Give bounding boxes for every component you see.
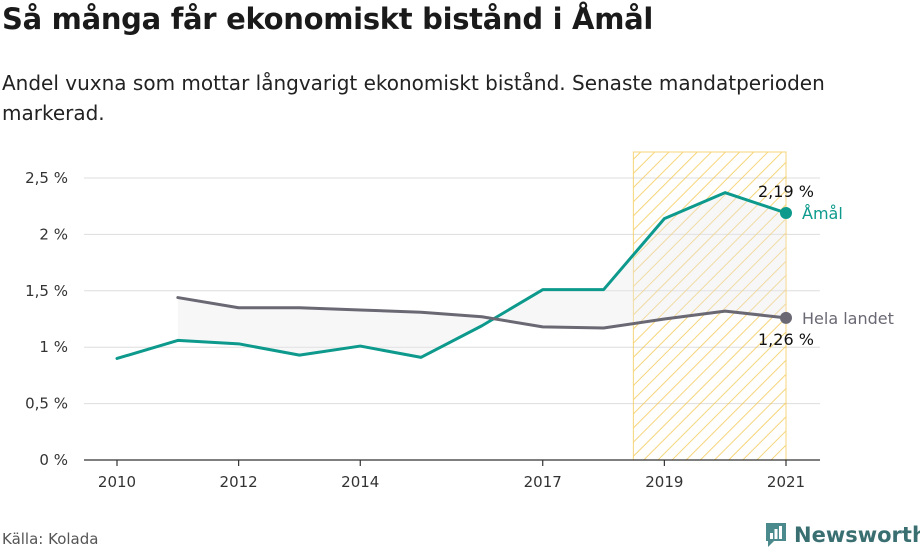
source-note: Källa: Kolada [2,530,99,548]
brand-name: Newsworthy [794,523,920,547]
y-tick-label: 0 % [39,451,68,469]
x-tick-label: 2012 [220,473,258,491]
series-name-national: Hela landet [802,309,894,328]
x-tick-label: 2021 [767,473,805,491]
y-tick-label: 1 % [39,338,68,356]
y-tick-label: 2,5 % [25,169,68,187]
endpoint-national [780,311,792,324]
chart-icon [766,523,786,547]
series-line-amal [115,191,788,360]
difference-area [177,192,786,358]
chart-title: Så många får ekonomiskt bistånd i Åmål [2,2,654,36]
data-label-amal: 2,19 % [758,182,814,201]
x-tick-label: 2019 [645,473,683,491]
axes: 0 % 0,5 % 1 % 1,5 % 2 % 2,5 % 2010 2012 2014 2017… [25,169,820,491]
brand-logo: Newsworthy [764,519,920,551]
series-line-national [176,296,788,330]
x-tick-label: 2010 [98,473,136,491]
data-label-national: 1,26 % [758,330,814,349]
series-labels: 2,19 % Åmål Hela landet 1,26 % [758,182,894,349]
y-tick-label: 0,5 % [25,395,68,413]
series-name-amal: Åmål [802,204,843,223]
chart-subtitle: Andel vuxna som mottar långvarigt ekonom… [2,71,825,125]
y-tick-label: 1,5 % [25,282,68,300]
difference-fill [177,192,786,358]
series-lines [115,191,792,360]
x-tick-label: 2017 [524,473,562,491]
y-tick-label: 2 % [39,225,68,243]
x-tick-label: 2014 [341,473,379,491]
endpoint-amal [780,206,792,219]
